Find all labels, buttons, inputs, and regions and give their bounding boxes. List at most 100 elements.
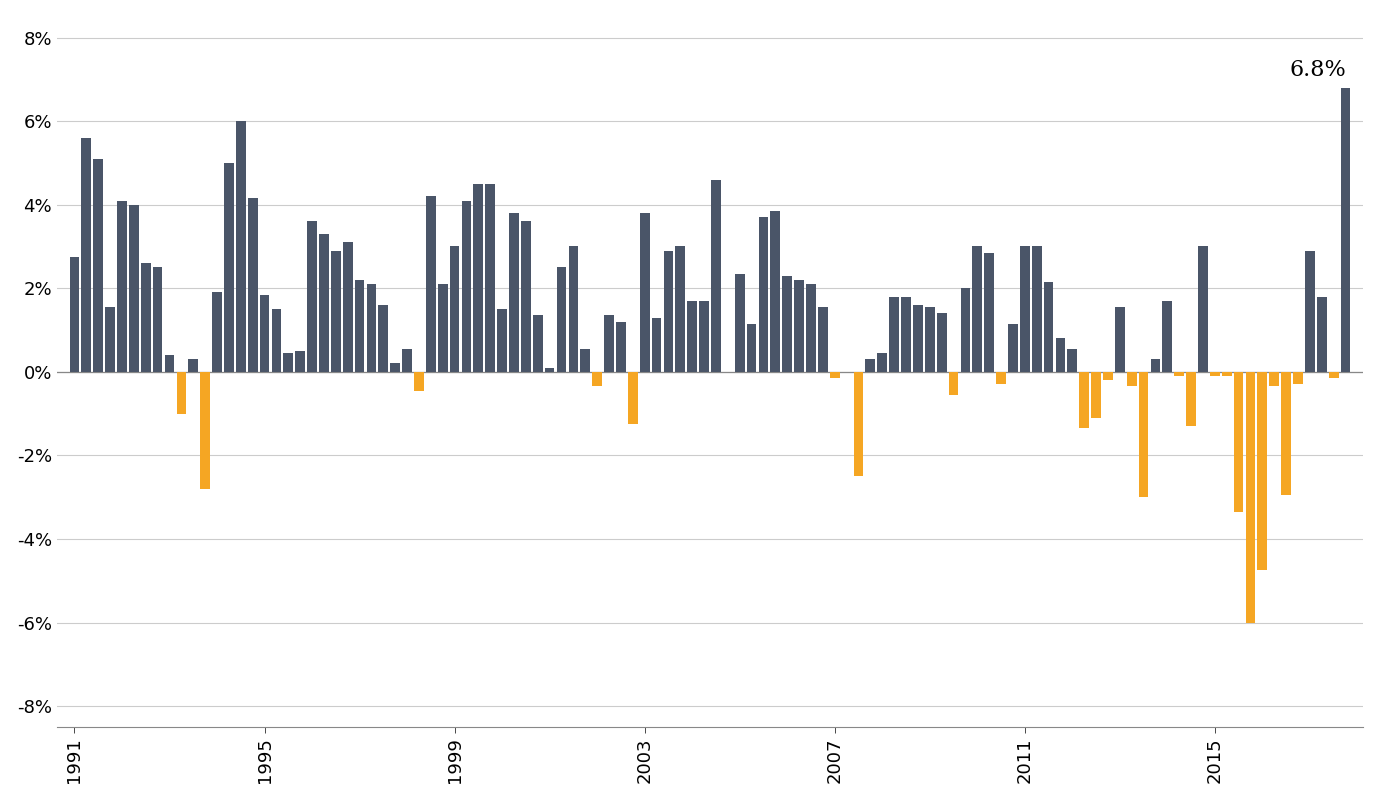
Bar bbox=[1174, 372, 1184, 376]
Bar bbox=[1162, 301, 1172, 372]
Bar bbox=[569, 246, 578, 372]
Bar bbox=[960, 288, 970, 372]
Bar bbox=[581, 349, 591, 372]
Bar bbox=[378, 305, 388, 372]
Bar bbox=[711, 180, 720, 372]
Bar bbox=[342, 242, 352, 372]
Bar bbox=[795, 280, 805, 372]
Bar bbox=[747, 324, 756, 372]
Bar bbox=[355, 280, 364, 372]
Bar bbox=[177, 372, 186, 414]
Bar bbox=[295, 351, 305, 372]
Bar bbox=[437, 284, 447, 372]
Bar bbox=[878, 353, 887, 372]
Bar bbox=[319, 234, 328, 372]
Bar bbox=[248, 198, 258, 372]
Bar bbox=[486, 184, 495, 372]
Bar bbox=[1340, 88, 1351, 372]
Bar bbox=[806, 284, 816, 372]
Bar bbox=[734, 274, 745, 372]
Bar bbox=[865, 359, 875, 372]
Bar bbox=[164, 355, 174, 372]
Bar bbox=[153, 267, 163, 372]
Bar bbox=[1056, 338, 1065, 372]
Bar bbox=[391, 363, 400, 372]
Bar bbox=[402, 349, 413, 372]
Bar bbox=[1270, 372, 1279, 386]
Bar bbox=[1007, 324, 1018, 372]
Bar bbox=[1305, 250, 1315, 372]
Bar bbox=[259, 294, 269, 372]
Bar bbox=[818, 307, 828, 372]
Bar bbox=[224, 163, 233, 372]
Bar bbox=[604, 315, 614, 372]
Bar bbox=[94, 158, 104, 372]
Bar bbox=[1187, 372, 1196, 426]
Bar bbox=[283, 353, 293, 372]
Bar bbox=[889, 297, 898, 372]
Bar bbox=[1103, 372, 1112, 380]
Bar bbox=[1032, 246, 1042, 372]
Bar bbox=[426, 196, 436, 372]
Bar bbox=[937, 314, 947, 372]
Text: 6.8%: 6.8% bbox=[1290, 59, 1347, 82]
Bar bbox=[128, 205, 139, 372]
Bar bbox=[973, 246, 983, 372]
Bar bbox=[770, 211, 780, 372]
Bar bbox=[1079, 372, 1089, 428]
Bar bbox=[236, 121, 246, 372]
Bar bbox=[1020, 246, 1029, 372]
Bar bbox=[1067, 349, 1078, 372]
Bar bbox=[984, 253, 994, 372]
Bar bbox=[117, 201, 127, 372]
Bar bbox=[473, 184, 483, 372]
Bar bbox=[414, 372, 424, 390]
Bar bbox=[640, 213, 650, 372]
Bar bbox=[1246, 372, 1256, 622]
Bar bbox=[1257, 372, 1267, 570]
Bar bbox=[331, 250, 341, 372]
Bar bbox=[925, 307, 934, 372]
Bar bbox=[556, 267, 566, 372]
Bar bbox=[1329, 372, 1339, 378]
Bar bbox=[105, 307, 115, 372]
Bar bbox=[200, 372, 210, 489]
Bar bbox=[141, 263, 150, 372]
Bar bbox=[1317, 297, 1326, 372]
Bar bbox=[509, 213, 519, 372]
Bar bbox=[901, 297, 911, 372]
Bar bbox=[687, 301, 697, 372]
Bar bbox=[213, 293, 222, 372]
Bar bbox=[545, 368, 555, 372]
Bar bbox=[1092, 372, 1101, 418]
Bar bbox=[1281, 372, 1292, 495]
Bar bbox=[1043, 282, 1053, 372]
Bar bbox=[1221, 372, 1231, 376]
Bar bbox=[1198, 246, 1208, 372]
Bar bbox=[450, 246, 460, 372]
Bar bbox=[1210, 372, 1220, 376]
Bar bbox=[628, 372, 638, 424]
Bar bbox=[675, 246, 684, 372]
Bar bbox=[522, 222, 531, 372]
Bar bbox=[996, 372, 1006, 384]
Bar bbox=[664, 250, 673, 372]
Bar bbox=[854, 372, 864, 476]
Bar bbox=[497, 309, 506, 372]
Bar bbox=[615, 322, 625, 372]
Bar bbox=[700, 301, 709, 372]
Bar bbox=[1234, 372, 1243, 512]
Bar bbox=[651, 318, 661, 372]
Bar bbox=[308, 222, 317, 372]
Bar bbox=[533, 315, 542, 372]
Bar bbox=[81, 138, 91, 372]
Bar bbox=[592, 372, 602, 386]
Bar bbox=[367, 284, 377, 372]
Bar bbox=[914, 305, 923, 372]
Bar bbox=[1115, 307, 1125, 372]
Bar bbox=[1138, 372, 1148, 498]
Bar bbox=[1293, 372, 1303, 384]
Bar bbox=[461, 201, 472, 372]
Bar bbox=[948, 372, 958, 395]
Bar bbox=[189, 359, 199, 372]
